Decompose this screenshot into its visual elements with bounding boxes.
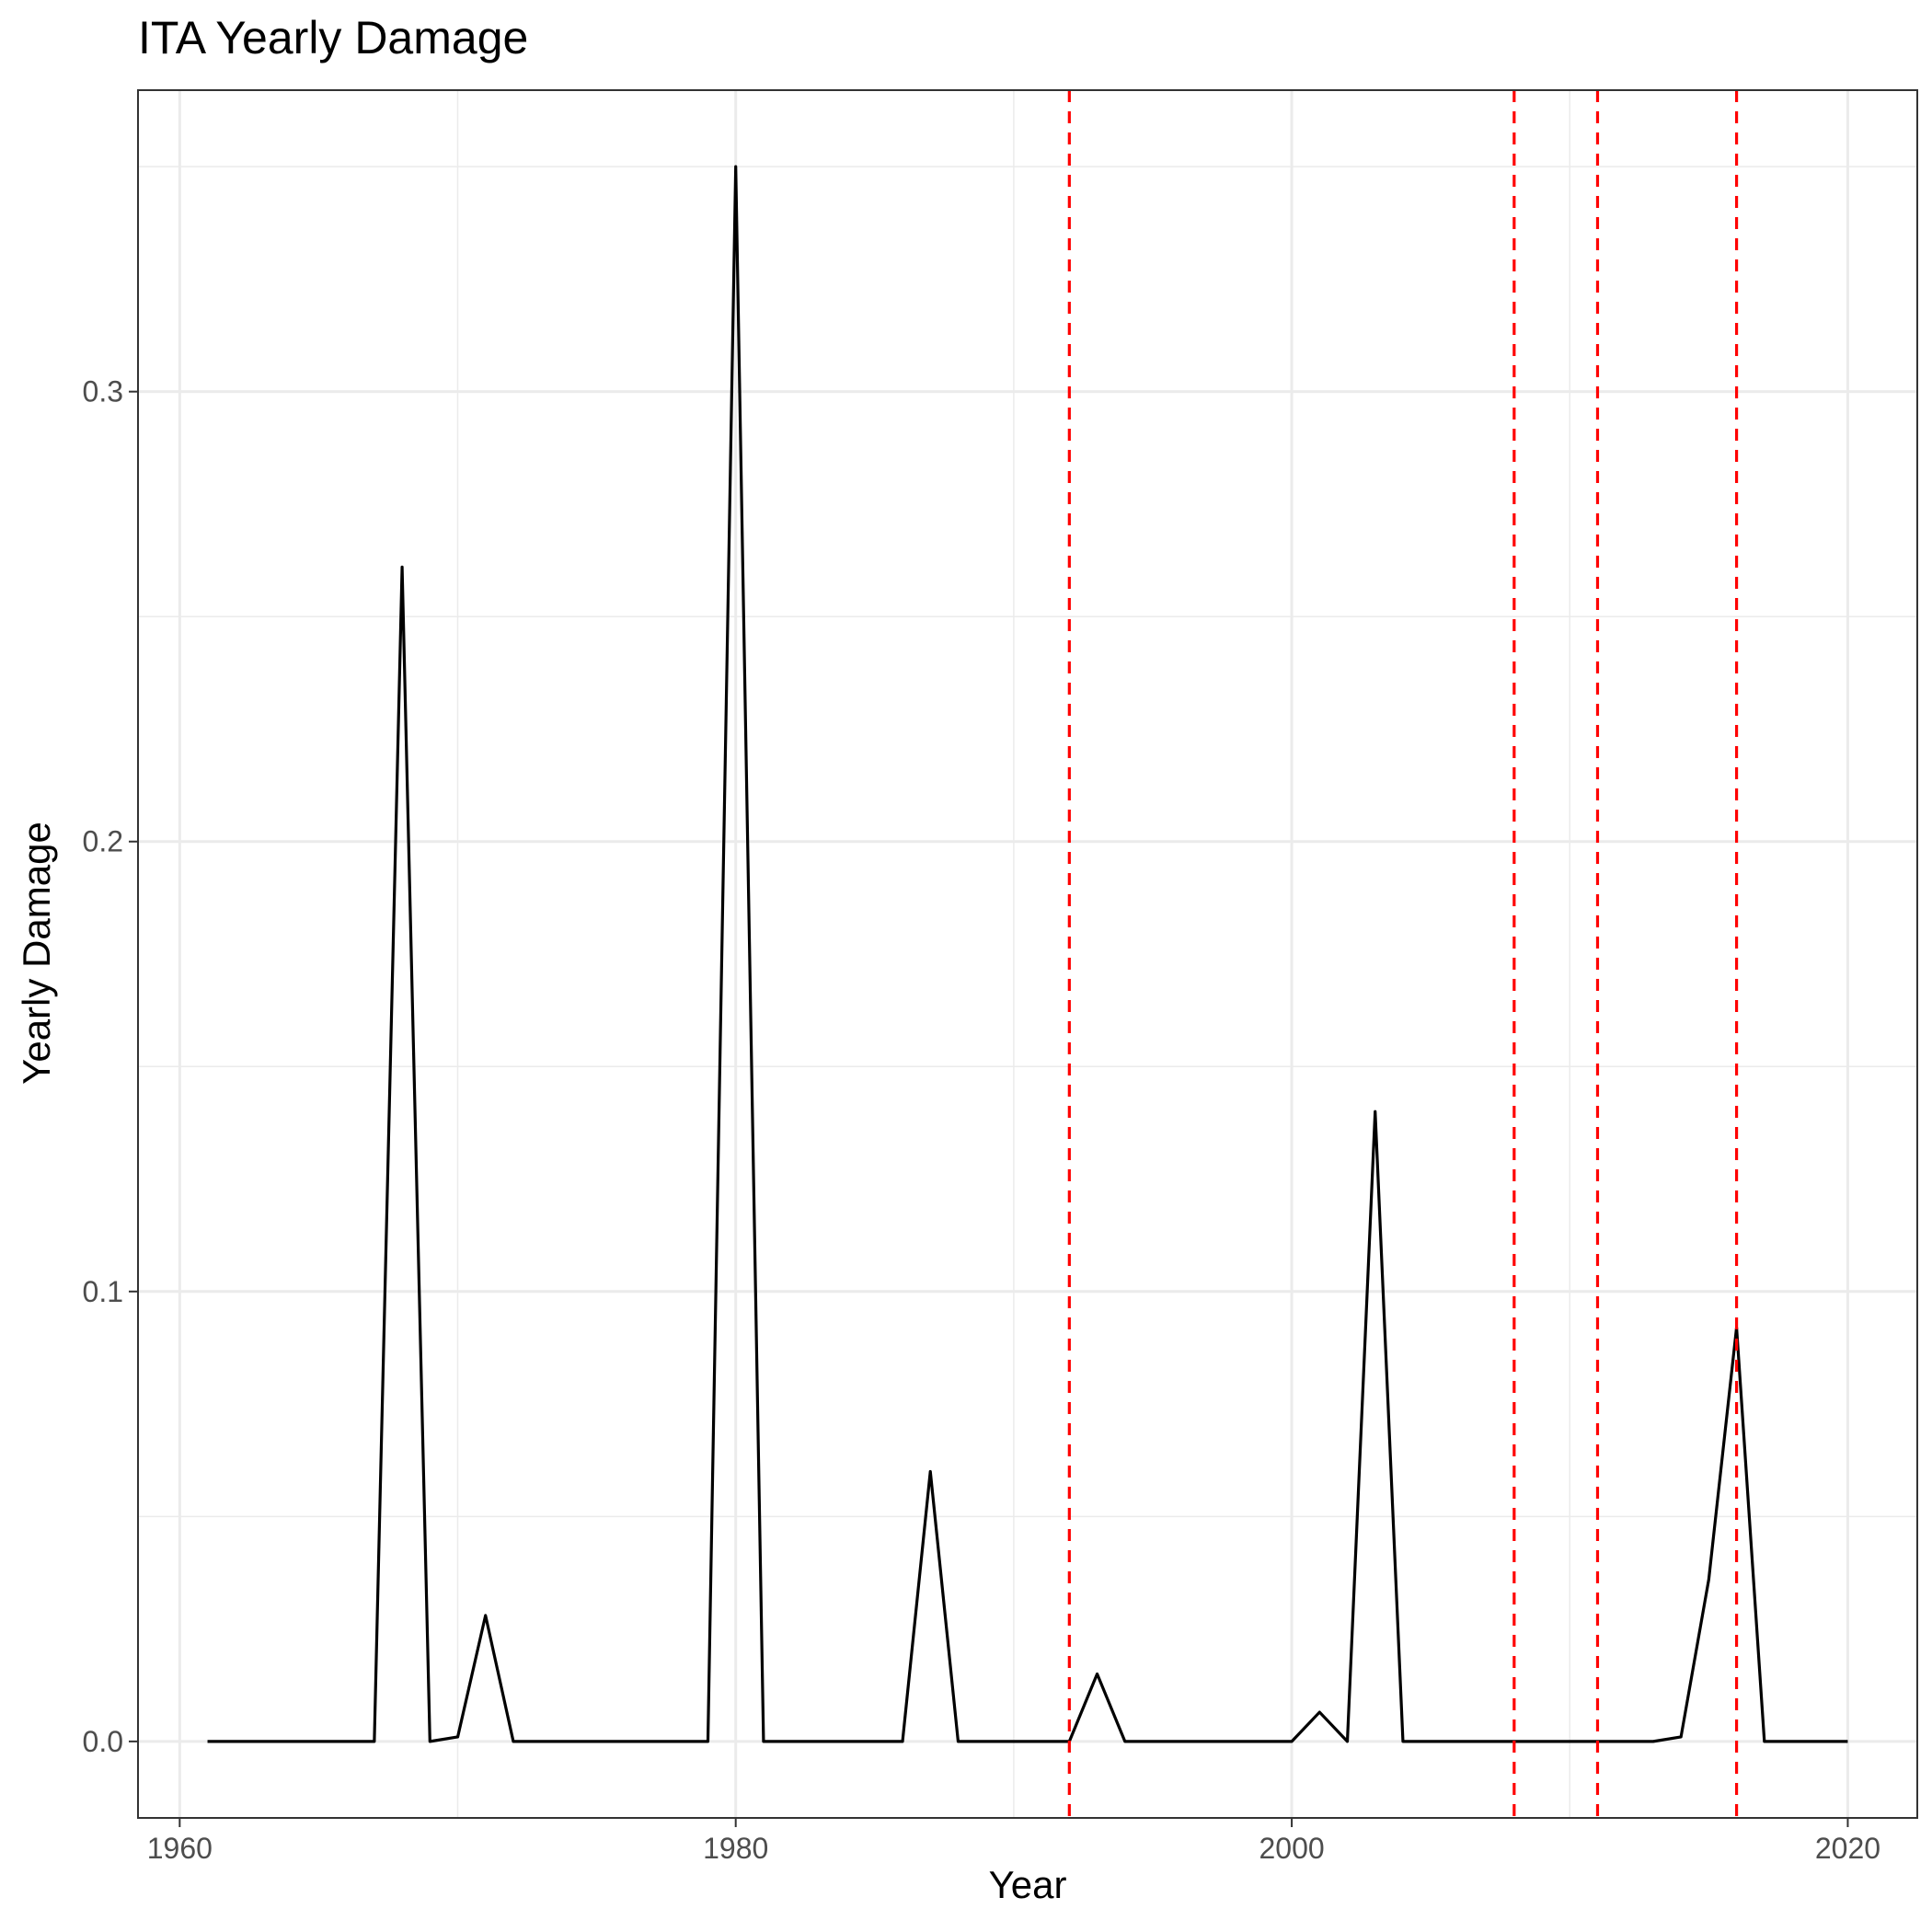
y-tick-label: 0.3: [83, 375, 123, 408]
y-tick-label: 0.1: [83, 1275, 123, 1308]
x-tick-label: 2020: [1815, 1832, 1880, 1865]
plot-panel: [138, 90, 1917, 1818]
y-axis-title: Yearly Damage: [15, 822, 58, 1085]
y-tick-label: 0.0: [83, 1725, 123, 1758]
chart-title: ITA Yearly Damage: [138, 12, 529, 63]
panel-border: [137, 89, 1918, 1819]
x-tick-label: 1960: [147, 1832, 213, 1865]
y-tick-label: 0.2: [83, 825, 123, 858]
x-tick-label: 2000: [1259, 1832, 1324, 1865]
x-axis-title: Year: [988, 1863, 1067, 1906]
x-tick-label: 1980: [703, 1832, 768, 1865]
series-line: [207, 165, 1848, 1743]
